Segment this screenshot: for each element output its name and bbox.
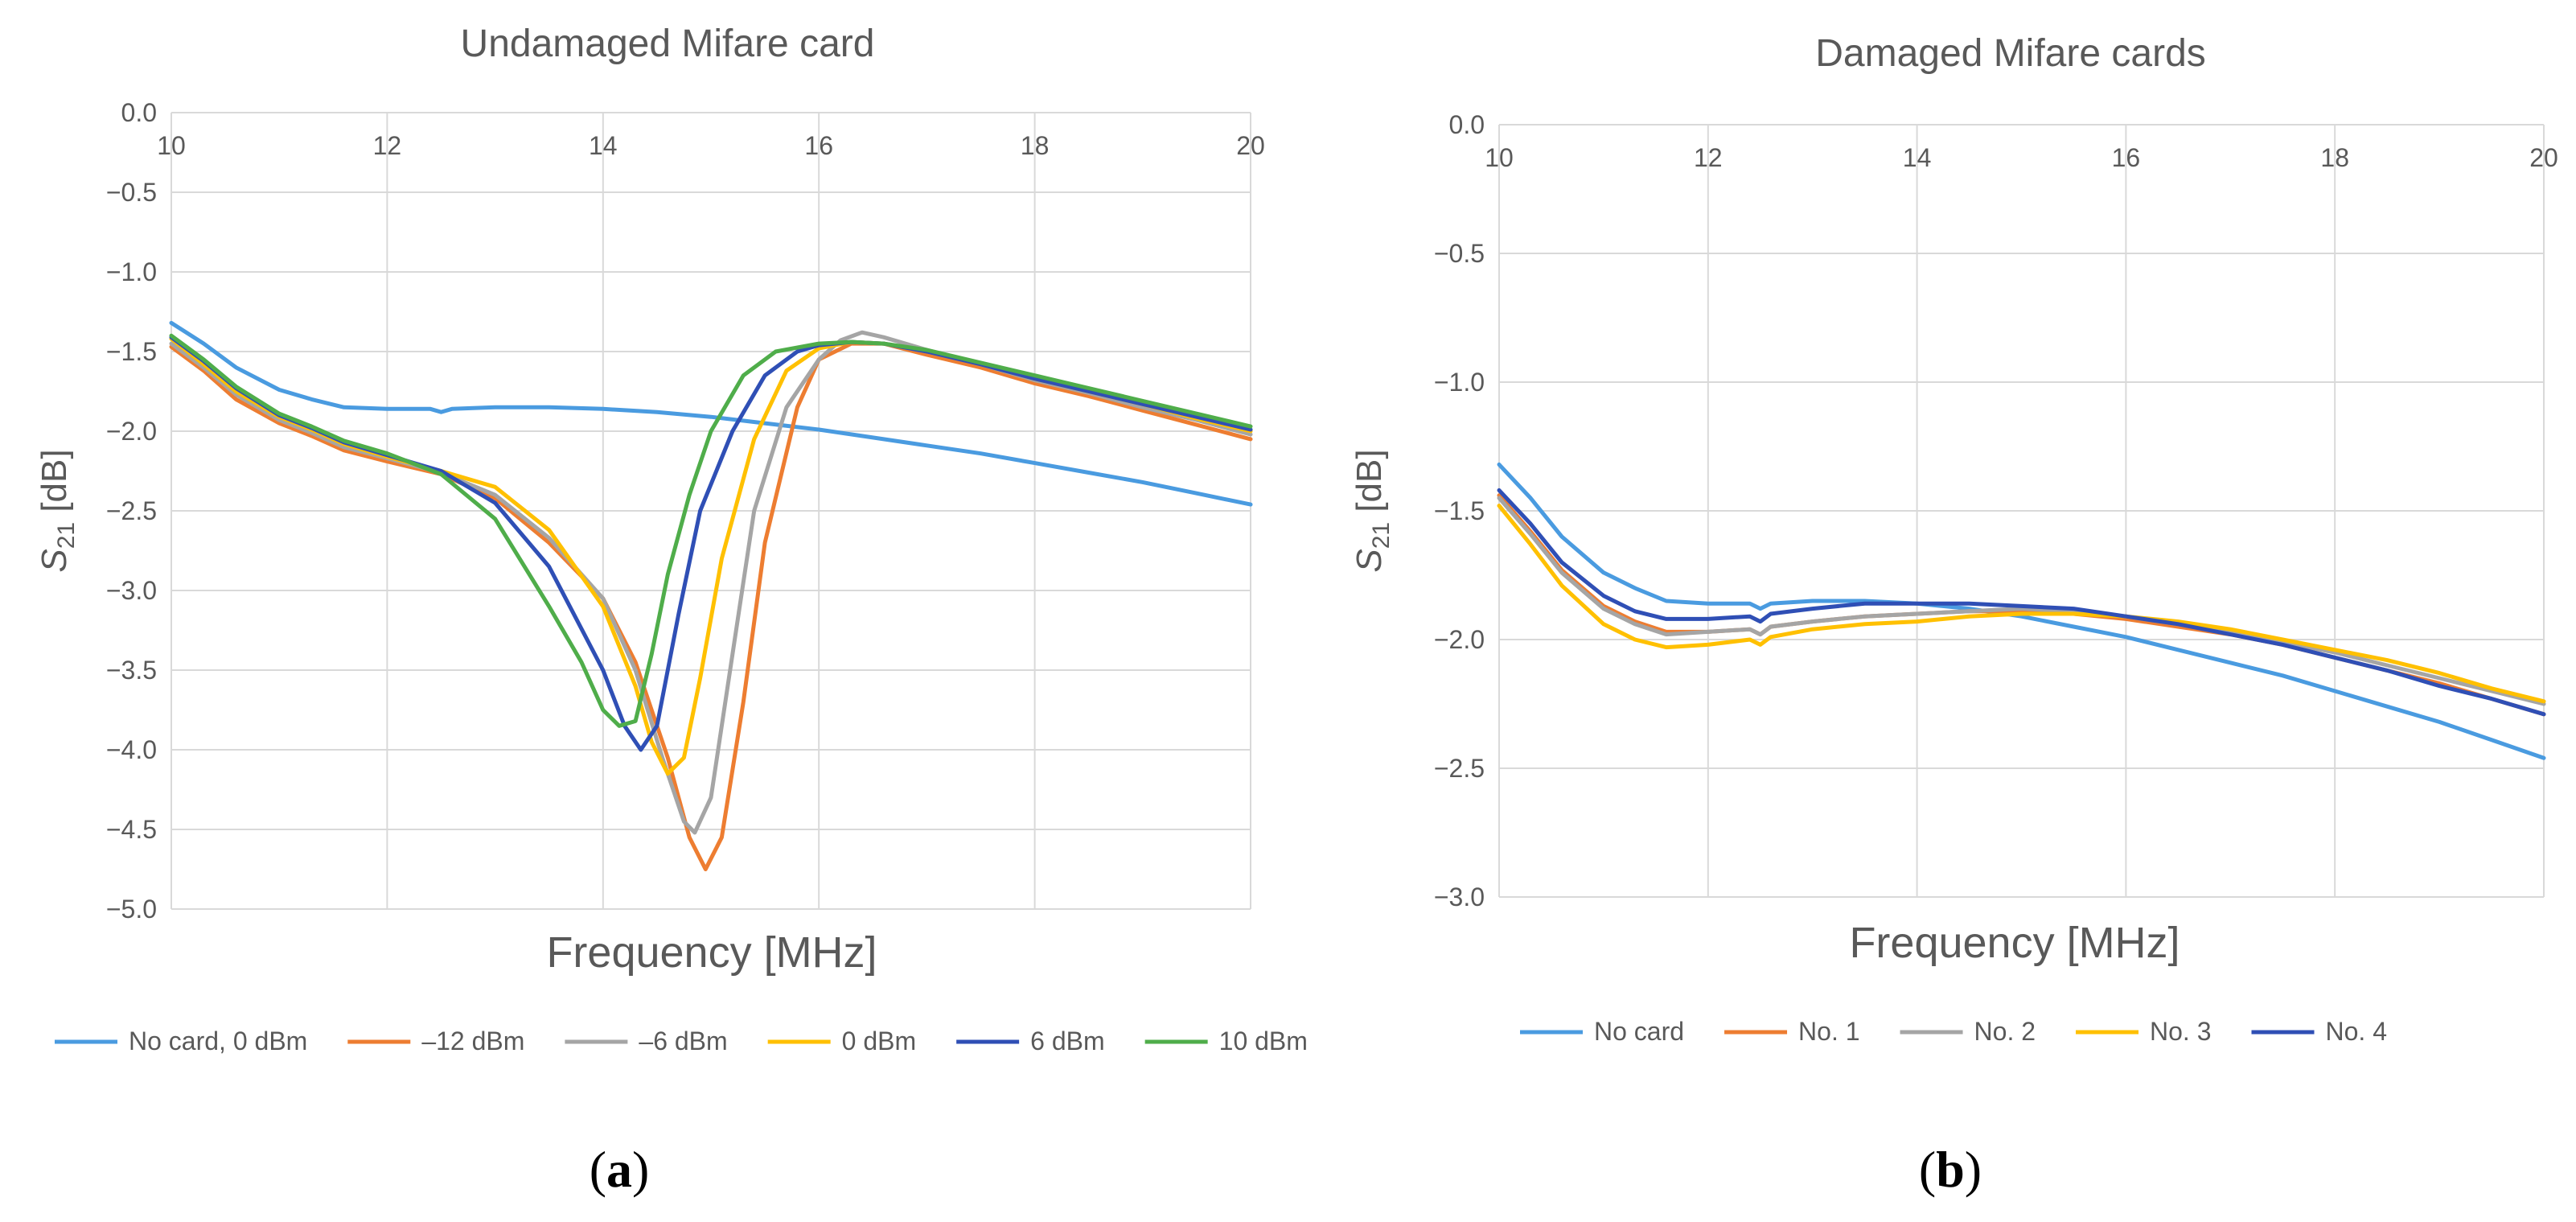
legend-label: –12 dBm [421, 1027, 524, 1055]
y-tick-label: −3.5 [106, 656, 157, 685]
series-line [169, 341, 1253, 871]
legend-label: 6 dBm [1030, 1027, 1104, 1055]
y-axis-label-subscript: 21 [53, 522, 80, 549]
y-axis-label-symbol: S [35, 549, 74, 572]
chart-title: Undamaged Mifare card [461, 23, 875, 65]
legend-label: –6 dBm [639, 1027, 727, 1055]
y-tick-label: −2.5 [1434, 754, 1485, 783]
y-axis-label-unit: [dB] [1350, 449, 1389, 522]
x-axis-label: Frequency [MHz] [1849, 919, 2180, 967]
y-axis-label: S21 [dB] [1350, 449, 1395, 572]
legend-label: 0 dBm [842, 1027, 916, 1055]
y-tick-label: −0.5 [106, 178, 157, 207]
panel-label-letter: b [1936, 1141, 1965, 1198]
y-tick-label: −5.0 [106, 895, 157, 924]
panel-label-open: ( [1919, 1141, 1936, 1198]
series-line [169, 320, 1253, 507]
legend-label: No. 3 [2150, 1017, 2211, 1046]
panel-label: (a) [590, 1141, 650, 1198]
series-line [169, 330, 1253, 835]
x-tick-label: 14 [589, 131, 618, 160]
y-axis-label-subscript: 21 [1368, 522, 1395, 549]
series-line [1497, 496, 2546, 706]
series-line [169, 335, 1253, 752]
x-tick-label: 20 [1236, 131, 1265, 160]
legend-label: No. 2 [1974, 1017, 2036, 1046]
series-line [1497, 488, 2546, 717]
x-tick-label: 18 [1021, 131, 1050, 160]
chart-title: Damaged Mifare cards [1815, 32, 2206, 75]
x-tick-label: 20 [2529, 143, 2558, 172]
x-tick-label: 12 [1694, 143, 1723, 172]
x-tick-label: 12 [373, 131, 402, 160]
panel-label-open: ( [590, 1141, 606, 1198]
y-axis-label-symbol: S [1350, 549, 1389, 572]
legend-label: 10 dBm [1219, 1027, 1308, 1055]
panel-label-letter: a [606, 1141, 632, 1198]
x-tick-label: 14 [1903, 143, 1932, 172]
y-tick-label: −4.0 [106, 735, 157, 764]
y-tick-label: −1.0 [106, 257, 157, 286]
y-tick-label: −2.0 [1434, 625, 1485, 654]
legend-label: No. 4 [2326, 1017, 2387, 1046]
x-tick-label: 16 [804, 131, 833, 160]
y-tick-label: −3.0 [1434, 883, 1485, 911]
y-tick-label: −2.5 [106, 496, 157, 525]
chart-undamaged: Undamaged Mifare card 0.0 −0.5 −1.0 −1.5 −2.0… [35, 23, 1308, 1198]
x-axis-label: Frequency [MHz] [546, 928, 877, 977]
y-tick-label: −1.5 [106, 337, 157, 366]
y-tick-label: 0.0 [121, 98, 157, 127]
series-line [169, 333, 1253, 728]
y-tick-label: −1.0 [1434, 368, 1485, 397]
y-axis-label-unit: [dB] [35, 449, 74, 522]
panel-label-close: ) [1965, 1141, 1982, 1198]
legend-label: No card, 0 dBm [129, 1027, 307, 1055]
y-tick-label: −2.0 [106, 417, 157, 446]
y-tick-label: 0.0 [1449, 110, 1485, 139]
y-tick-label: −4.5 [106, 815, 157, 844]
x-tick-label: 18 [2320, 143, 2349, 172]
y-tick-label: −1.5 [1434, 496, 1485, 525]
y-axis-label: S21 [dB] [35, 449, 80, 572]
panel-label: (b) [1919, 1141, 1982, 1198]
y-tick-label: −0.5 [1434, 239, 1485, 268]
series-line [1497, 504, 2546, 704]
panel-label-close: ) [632, 1141, 649, 1198]
legend-label: No. 1 [1798, 1017, 1859, 1046]
legend-label: No card [1594, 1017, 1684, 1046]
x-tick-label: 16 [2112, 143, 2141, 172]
y-tick-label: −3.0 [106, 576, 157, 605]
chart-damaged: Damaged Mifare cards 0.0 −0.5 −1.0 −1.5 −2.0 −… [1350, 32, 2558, 1198]
